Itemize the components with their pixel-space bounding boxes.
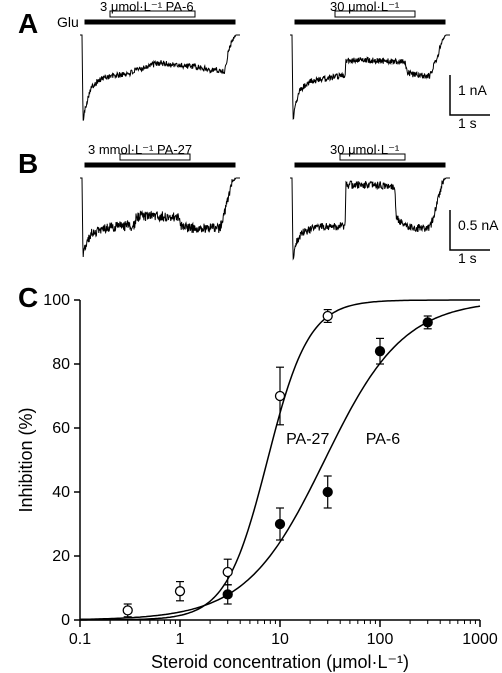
svg-text:Steroid concentration (μmol·L⁻: Steroid concentration (μmol·L⁻¹) bbox=[151, 652, 409, 672]
svg-text:1 s: 1 s bbox=[458, 115, 477, 131]
svg-text:1: 1 bbox=[176, 631, 185, 648]
dose-response-chart: 0 20 40 60 80 100 0.1 1 10 100 1000 Steroid concent… bbox=[0, 280, 502, 673]
svg-text:3 μmol·L⁻¹ PA-6: 3 μmol·L⁻¹ PA-6 bbox=[100, 0, 194, 14]
svg-text:0: 0 bbox=[61, 612, 70, 629]
svg-text:100: 100 bbox=[43, 292, 70, 309]
svg-text:1 s: 1 s bbox=[458, 250, 477, 266]
svg-text:30 μmol·L⁻¹: 30 μmol·L⁻¹ bbox=[330, 142, 400, 157]
svg-text:0.5 nA: 0.5 nA bbox=[458, 217, 499, 233]
svg-text:PA-27: PA-27 bbox=[286, 431, 329, 448]
svg-text:20: 20 bbox=[52, 548, 70, 565]
svg-text:80: 80 bbox=[52, 356, 70, 373]
svg-text:100: 100 bbox=[367, 631, 394, 648]
svg-text:Glu: Glu bbox=[57, 14, 79, 30]
svg-text:3 mmol·L⁻¹ PA-27: 3 mmol·L⁻¹ PA-27 bbox=[88, 142, 192, 157]
svg-text:Inhibition (%): Inhibition (%) bbox=[16, 407, 36, 512]
svg-text:PA-6: PA-6 bbox=[366, 431, 400, 448]
svg-text:1 nA: 1 nA bbox=[458, 82, 487, 98]
svg-text:1000: 1000 bbox=[462, 631, 498, 648]
svg-text:60: 60 bbox=[52, 420, 70, 437]
svg-text:0.1: 0.1 bbox=[69, 631, 91, 648]
svg-text:10: 10 bbox=[271, 631, 289, 648]
svg-text:40: 40 bbox=[52, 484, 70, 501]
svg-text:30 μmol·L⁻¹: 30 μmol·L⁻¹ bbox=[330, 0, 400, 14]
traces-svg: Glu 3 μmol·L⁻¹ PA-6 30 μmol·L⁻¹ 1 nA 1 s 3 mm… bbox=[0, 0, 502, 280]
